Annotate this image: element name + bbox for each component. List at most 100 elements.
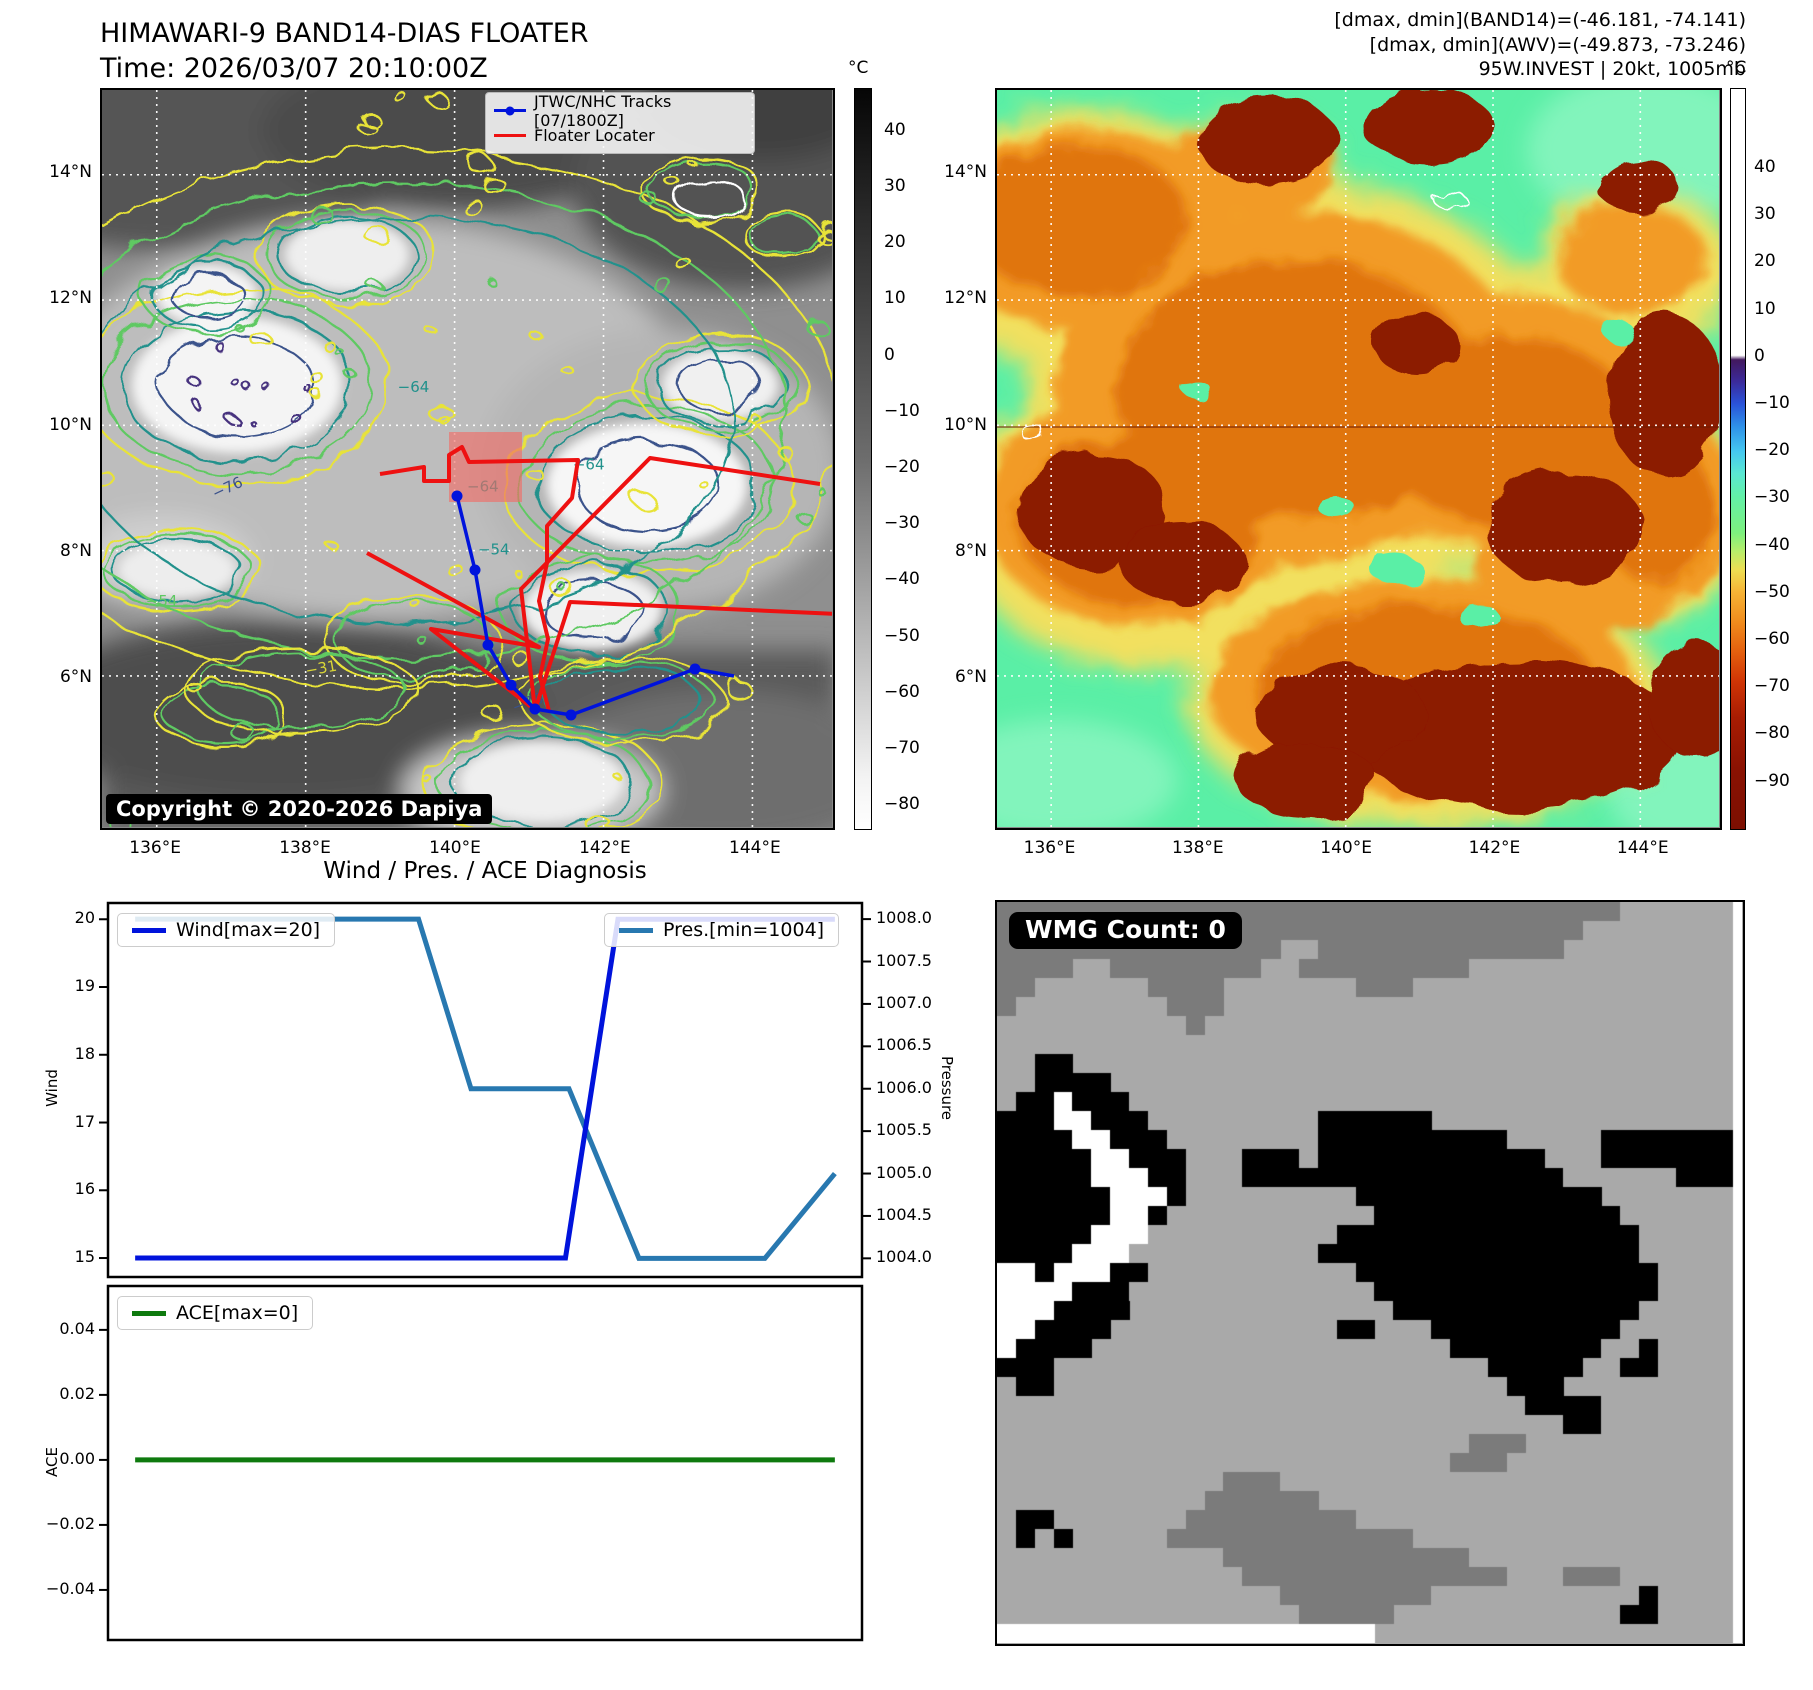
ace-legend: ACE[max=0] [117, 1296, 314, 1330]
awv-colorbar-tick: 30 [1754, 204, 1776, 225]
pressure-line-icon [619, 927, 653, 933]
awv-colorbar-tick: −70 [1754, 676, 1790, 697]
map-legend: JTWC/NHC Tracks [07/1800Z] Floater Locat… [485, 92, 755, 154]
awv-satellite-map [995, 88, 1722, 830]
awv-colorbar-tick: −30 [1754, 487, 1790, 508]
awv-y-tick: 12°N [944, 288, 987, 309]
band14-colorbar-tick: 0 [884, 344, 895, 365]
wind_pres-left-tick: 16 [74, 1179, 95, 1199]
wind-legend-label: Wind[max=20] [176, 919, 321, 941]
awv-colorbar-tick: −20 [1754, 440, 1790, 461]
awv-colorbar-tick: 10 [1754, 298, 1776, 319]
invest-status: 95W.INVEST | 20kt, 1005mb [1478, 58, 1746, 81]
lat-lon-grid [997, 90, 1719, 827]
svg-text:−54: −54 [146, 592, 178, 610]
wind-legend: Wind[max=20] [117, 913, 336, 947]
band14-colorbar-unit: °C [848, 58, 869, 78]
ace-left-tick: 0.02 [59, 1383, 95, 1403]
band14-colorbar-tick: −60 [884, 681, 920, 702]
floater-analysis-box [449, 432, 522, 502]
ace-left-tick: −0.04 [45, 1578, 95, 1598]
pressure-legend-label: Pres.[min=1004] [663, 919, 825, 941]
legend-tracks-label: JTWC/NHC Tracks [07/1800Z] [534, 91, 672, 130]
wind_pres-right-tick: 1007.5 [876, 950, 932, 970]
wind_pres-left-tick: 20 [74, 908, 95, 928]
ace-legend-label: ACE[max=0] [176, 1302, 299, 1324]
awv-colorbar-tick: −50 [1754, 581, 1790, 602]
awv-image [997, 90, 1719, 827]
band14-colorbar-tick: −40 [884, 569, 920, 590]
wind_pres-right-tick: 1008.0 [876, 908, 932, 928]
wind_pres-right-tick: 1004.5 [876, 1204, 932, 1224]
chart-title: Wind / Pres. / ACE Diagnosis [323, 858, 647, 884]
wind_pres-right-tick: 1005.0 [876, 1162, 932, 1182]
awv-colorbar-tick: 40 [1754, 157, 1776, 177]
legend-floater-label: Floater Locater [534, 126, 655, 145]
map-time: Time: 2026/03/07 20:10:00Z [100, 53, 488, 85]
band14-x-tick: 144°E [729, 838, 781, 858]
band14-image: −64−64−64−76−54−31−76−54 [102, 90, 832, 827]
floater-line-icon [494, 133, 526, 138]
awv-moisture-blobs [997, 90, 1719, 827]
band14-colorbar-tick: −10 [884, 400, 920, 421]
awv-y-tick: 14°N [944, 162, 987, 183]
band14-colorbar-tick: −50 [884, 625, 920, 646]
awv-colorbar-tick: 20 [1754, 251, 1776, 272]
svg-text:−54: −54 [478, 540, 510, 558]
band14-colorbar [854, 88, 872, 830]
awv-colorbar-tick: 0 [1754, 345, 1765, 366]
wmg-panel: WMG Count: 0 [995, 900, 1745, 1646]
awv-x-tick: 142°E [1468, 838, 1521, 858]
band14-x-tick: 136°E [129, 838, 181, 858]
dmax-dmin-awv: [dmax, dmin](AWV)=(-49.873, -73.246) [1369, 33, 1746, 56]
band14-y-tick: 14°N [49, 162, 92, 183]
svg-text:−64: −64 [573, 456, 605, 474]
band14-colorbar-tick: −80 [884, 794, 920, 815]
awv-colorbar-tick: −90 [1754, 770, 1790, 791]
band14-colorbar-tick: 30 [884, 175, 906, 196]
wind_pres-right-tick: 1007.0 [876, 992, 932, 1012]
awv-colorbar-tick: −10 [1754, 393, 1790, 413]
legend-row-tracks: JTWC/NHC Tracks [07/1800Z] [494, 92, 746, 130]
awv-x-tick: 136°E [1023, 838, 1076, 858]
series-Pres.[min=1004] [135, 916, 837, 1261]
band14-y-tick: 6°N [59, 666, 92, 687]
band14-colorbar-tick: −30 [884, 513, 920, 534]
awv-colorbar-tick: −40 [1754, 534, 1790, 555]
ace-line-icon [132, 1310, 166, 1316]
band14-colorbar-tick: −70 [884, 737, 920, 758]
band14-colorbar-tick: 20 [884, 232, 906, 253]
awv-colorbar-tick: −80 [1754, 723, 1790, 744]
ace-left-tick: 0.00 [59, 1448, 95, 1468]
wind_pres-right-tick: 1006.5 [876, 1035, 932, 1055]
svg-text:−31: −31 [304, 657, 338, 680]
lat-lon-grid [102, 90, 832, 827]
copyright-badge: Copyright © 2020-2026 Dapiya [106, 794, 493, 824]
band14-y-tick: 8°N [59, 540, 92, 561]
legend-row-floater: Floater Locater [494, 123, 746, 148]
awv-y-tick: 8°N [954, 540, 987, 561]
band14-y-tick: 10°N [49, 414, 92, 435]
svg-text:−64: −64 [398, 378, 430, 396]
ace-left-tick: 0.04 [59, 1318, 95, 1338]
band14-colorbar-tick: 10 [884, 288, 906, 309]
wind_pres-left-tick: 19 [74, 976, 95, 995]
map-title: HIMAWARI-9 BAND14-DIAS FLOATER [100, 18, 589, 49]
dmax-dmin-band14: [dmax, dmin](BAND14)=(-46.181, -74.141) [1334, 9, 1746, 31]
awv-colorbar-unit: °C [1726, 58, 1747, 78]
band14-y-tick: 12°N [49, 288, 92, 309]
wind_pres-left-tick: 17 [74, 1111, 95, 1131]
band14-satellite-map: −64−64−64−76−54−31−76−54 [100, 88, 835, 830]
wind_pres-left-tick: 15 [74, 1247, 95, 1267]
wind_pres-right-tick: 1006.0 [876, 1077, 932, 1097]
awv-y-tick: 6°N [954, 666, 987, 687]
tl-title-block: HIMAWARI-9 BAND14-DIAS FLOATER Time: 202… [100, 16, 589, 86]
band14-x-tick: 140°E [429, 838, 481, 858]
wind_pres-right-tick: 1005.5 [876, 1120, 932, 1140]
band14-colorbar-tick: 40 [884, 119, 906, 140]
wind_pres-right-tick: 1004.0 [876, 1247, 932, 1267]
wind-line-icon [132, 927, 166, 933]
wind-axis-label: Wind [43, 1069, 61, 1107]
